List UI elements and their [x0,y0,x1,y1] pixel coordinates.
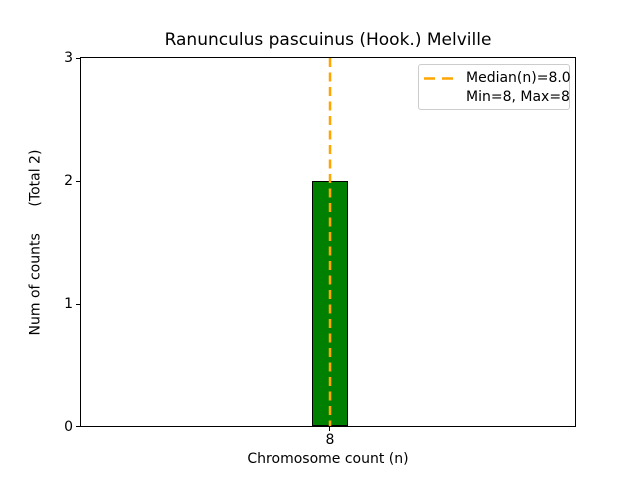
y-tick-label-1: 1 [64,296,73,312]
y-tick-mark-0 [76,426,80,427]
x-tick-mark-8 [329,427,330,431]
y-tick-mark-1 [76,304,80,305]
plot-area [80,57,576,427]
legend: Median(n)=8.0 Min=8, Max=8 [418,64,571,110]
y-tick-label-2: 2 [64,173,73,189]
y-axis-label: Num of counts (Total 2) [27,149,44,336]
y-tick-mark-3 [76,58,80,59]
legend-label-minmax: Min=8, Max=8 [466,89,570,105]
legend-entry-median: Median(n)=8.0 [424,69,571,88]
x-tick-label-8: 8 [325,432,335,448]
median-line [328,58,332,426]
chart-title: Ranunculus pascuinus (Hook.) Melville [164,30,492,50]
y-tick-label-0: 0 [64,419,73,435]
median-dashed-line-icon [424,77,458,80]
legend-label-median: Median(n)=8.0 [466,70,571,86]
legend-entry-minmax: Min=8, Max=8 [424,88,570,107]
x-axis-label: Chromosome count (n) [247,451,409,467]
legend-empty-handle [424,88,458,107]
y-tick-mark-2 [76,181,80,182]
y-tick-label-3: 3 [64,50,73,66]
